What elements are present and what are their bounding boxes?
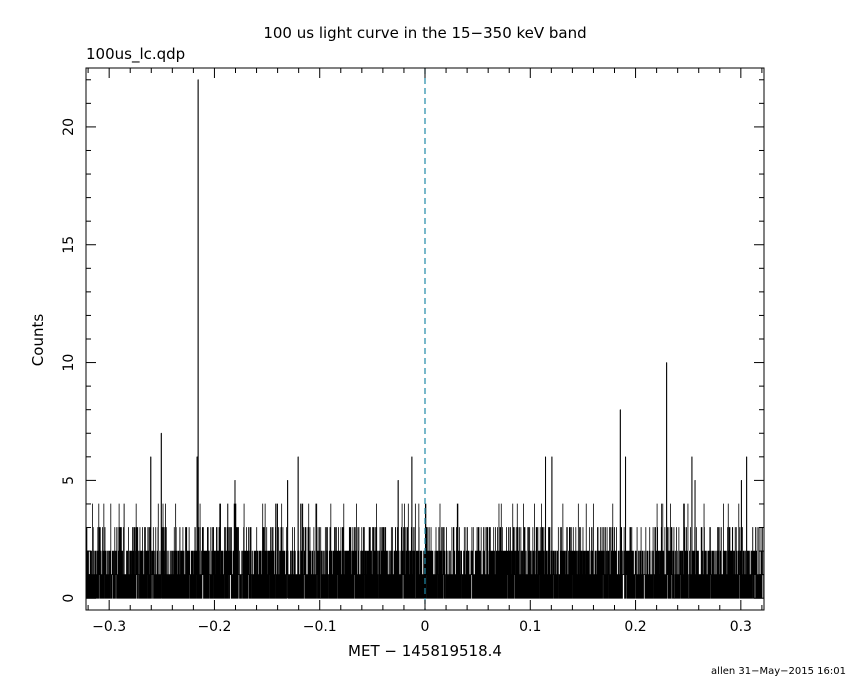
footer-stamp: allen 31−May−2015 16:01 [711, 666, 846, 677]
y-tick-label: 15 [61, 236, 77, 254]
y-axis-label: Counts [29, 314, 47, 367]
y-tick-label: 0 [61, 594, 77, 603]
chart-title: 100 us light curve in the 15−350 keV ban… [263, 24, 586, 42]
file-label: 100us_lc.qdp [86, 45, 185, 64]
x-tick-label: 0.2 [624, 619, 646, 635]
y-tick-label: 20 [61, 118, 77, 136]
x-tick-label: −0.3 [92, 619, 126, 635]
x-tick-label: 0 [421, 619, 430, 635]
axis-ticks: −0.3 −0.2 −0.1 0 0.1 0.2 0.3 0 5 10 15 20 [61, 68, 764, 635]
light-curve-line [85, 79, 765, 599]
x-tick-label: 0.1 [519, 619, 541, 635]
light-curve-series [85, 79, 765, 599]
y-tick-label: 5 [61, 476, 77, 485]
x-tick-label: −0.2 [197, 619, 231, 635]
x-tick-label: −0.1 [303, 619, 337, 635]
y-tick-label: 10 [61, 354, 77, 372]
x-axis-label: MET − 145819518.4 [348, 642, 502, 660]
x-tick-label: 0.3 [730, 619, 752, 635]
